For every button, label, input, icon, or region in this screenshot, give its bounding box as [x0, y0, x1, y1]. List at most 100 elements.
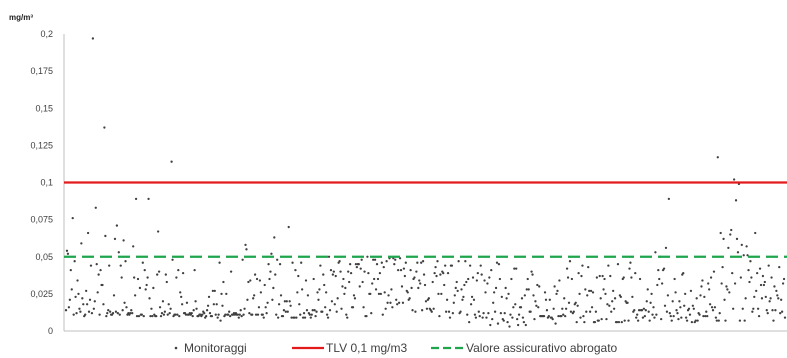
- data-point: [265, 312, 267, 314]
- data-point: [626, 302, 628, 304]
- data-point: [566, 267, 568, 269]
- data-point: [445, 311, 447, 313]
- data-point: [508, 325, 510, 327]
- data-point: [731, 272, 733, 274]
- data-point: [254, 273, 256, 275]
- data-point: [179, 291, 181, 293]
- data-point: [384, 291, 386, 293]
- legend-marker-points: [175, 347, 178, 350]
- data-point: [405, 262, 407, 264]
- data-point: [575, 302, 577, 304]
- data-point: [130, 309, 132, 311]
- data-point: [381, 262, 383, 264]
- data-point: [99, 269, 101, 271]
- data-point: [744, 297, 746, 299]
- data-point: [263, 316, 265, 318]
- data-point: [280, 294, 282, 296]
- y-tick-label: 0,025: [30, 289, 53, 299]
- data-point: [608, 305, 610, 307]
- data-point: [119, 314, 121, 316]
- data-point: [634, 272, 636, 274]
- data-point: [346, 316, 348, 318]
- data-point: [121, 309, 123, 311]
- data-point: [600, 297, 602, 299]
- data-point: [447, 272, 449, 274]
- data-point: [537, 306, 539, 308]
- data-point: [433, 272, 435, 274]
- data-point: [481, 273, 483, 275]
- data-point: [391, 306, 393, 308]
- data-point: [543, 315, 545, 317]
- data-point: [438, 315, 440, 317]
- data-point: [146, 276, 148, 278]
- data-point: [531, 273, 533, 275]
- data-point: [454, 294, 456, 296]
- data-point: [709, 303, 711, 305]
- data-point: [567, 276, 569, 278]
- data-point: [327, 316, 329, 318]
- data-point: [389, 302, 391, 304]
- data-point: [475, 316, 477, 318]
- data-point: [324, 306, 326, 308]
- data-point: [248, 312, 250, 314]
- data-point: [132, 245, 134, 247]
- data-point: [356, 266, 358, 268]
- data-point: [143, 315, 145, 317]
- data-point: [701, 279, 703, 281]
- data-point: [762, 275, 764, 277]
- data-point: [165, 273, 167, 275]
- data-point: [774, 309, 776, 311]
- data-point: [420, 262, 422, 264]
- data-point: [79, 311, 81, 313]
- data-point: [161, 312, 163, 314]
- data-point: [683, 305, 685, 307]
- data-point: [437, 293, 439, 295]
- data-point: [732, 308, 734, 310]
- data-point: [330, 269, 332, 271]
- data-point: [295, 316, 297, 318]
- data-point: [700, 285, 702, 287]
- data-point: [348, 281, 350, 283]
- data-point: [125, 306, 127, 308]
- data-point: [92, 37, 94, 39]
- data-point: [395, 299, 397, 301]
- data-point: [490, 269, 492, 271]
- data-point: [706, 315, 708, 317]
- data-point: [643, 308, 645, 310]
- data-point: [763, 284, 765, 286]
- data-point: [639, 278, 641, 280]
- data-point: [649, 302, 651, 304]
- data-point: [238, 316, 240, 318]
- data-point: [623, 276, 625, 278]
- data-point: [533, 318, 535, 320]
- data-point: [603, 278, 605, 280]
- data-point: [602, 288, 604, 290]
- data-point: [245, 248, 247, 250]
- data-point: [579, 316, 581, 318]
- data-point: [776, 294, 778, 296]
- data-point: [772, 319, 774, 321]
- data-point: [536, 284, 538, 286]
- data-point: [740, 276, 742, 278]
- data-point: [563, 297, 565, 299]
- data-point: [275, 314, 277, 316]
- data-point: [269, 270, 271, 272]
- data-point: [377, 278, 379, 280]
- data-point: [601, 318, 603, 320]
- data-point: [499, 278, 501, 280]
- data-point: [532, 294, 534, 296]
- data-point: [654, 251, 656, 253]
- data-point: [710, 276, 712, 278]
- data-point: [171, 259, 173, 261]
- data-point: [722, 238, 724, 240]
- data-point: [403, 267, 405, 269]
- data-point: [471, 296, 473, 298]
- data-point: [684, 293, 686, 295]
- data-point: [398, 302, 400, 304]
- data-point: [721, 266, 723, 268]
- data-point: [477, 272, 479, 274]
- data-point: [486, 282, 488, 284]
- data-point: [724, 319, 726, 321]
- data-point: [274, 273, 276, 275]
- data-point: [712, 309, 714, 311]
